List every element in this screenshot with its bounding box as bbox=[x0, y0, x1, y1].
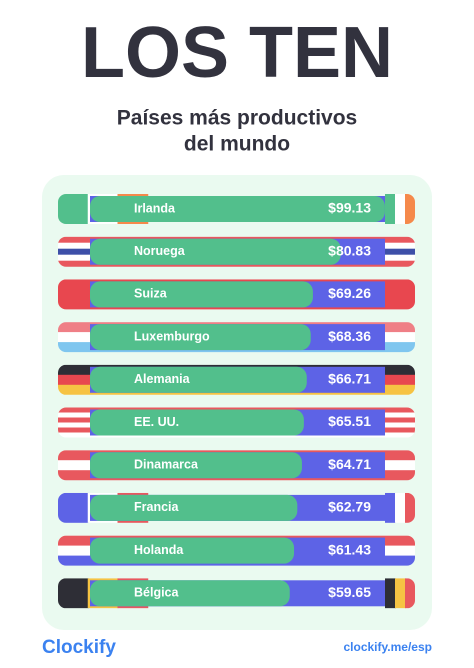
footer-url: clockify.me/esp bbox=[344, 640, 433, 654]
subtitle: Países más productivos bbox=[117, 107, 357, 130]
bar bbox=[90, 409, 304, 436]
value-label: $68.36 bbox=[328, 328, 371, 344]
title: LOS TEN bbox=[81, 13, 393, 93]
flag-stripe bbox=[385, 194, 396, 224]
category-label: Bélgica bbox=[134, 586, 180, 600]
bar bbox=[90, 452, 302, 479]
value-label: $80.83 bbox=[328, 242, 371, 258]
value-label: $69.26 bbox=[328, 285, 371, 301]
flag-stripe bbox=[395, 194, 406, 224]
bar bbox=[90, 238, 341, 265]
flag-stripe bbox=[395, 578, 406, 609]
bar bbox=[90, 324, 311, 351]
category-label: Holanda bbox=[134, 543, 184, 557]
value-label: $61.43 bbox=[328, 541, 371, 557]
flag-stripe bbox=[405, 578, 415, 609]
bar bbox=[90, 494, 298, 521]
category-label: Noruega bbox=[134, 244, 186, 258]
flag-stripe bbox=[395, 492, 406, 523]
value-label: $65.51 bbox=[328, 413, 371, 429]
bar bbox=[90, 366, 307, 393]
flag-stripe bbox=[385, 578, 396, 609]
flag-stripe bbox=[58, 194, 89, 224]
value-label: $59.65 bbox=[328, 584, 371, 600]
flag-stripe bbox=[405, 194, 415, 224]
subtitle: del mundo bbox=[184, 133, 290, 156]
bar bbox=[90, 580, 290, 607]
flag-stripe bbox=[58, 492, 89, 523]
flag-stripe bbox=[385, 492, 396, 523]
category-label: Francia bbox=[134, 500, 180, 514]
bar bbox=[90, 281, 313, 308]
value-label: $62.79 bbox=[328, 499, 371, 515]
category-label: Alemania bbox=[134, 372, 191, 386]
category-label: Luxemburgo bbox=[134, 329, 210, 343]
category-label: Suiza bbox=[134, 287, 168, 301]
category-label: Irlanda bbox=[134, 201, 176, 215]
flag-stripe bbox=[405, 492, 415, 523]
bar bbox=[90, 537, 295, 564]
category-label: Dinamarca bbox=[134, 457, 199, 471]
brand: Clockify bbox=[42, 637, 116, 658]
value-label: $66.71 bbox=[328, 371, 371, 387]
value-label: $64.71 bbox=[328, 456, 371, 472]
category-label: EE. UU. bbox=[134, 415, 179, 429]
flag-stripe bbox=[58, 578, 89, 609]
value-label: $99.13 bbox=[328, 200, 371, 216]
bar bbox=[90, 196, 385, 222]
